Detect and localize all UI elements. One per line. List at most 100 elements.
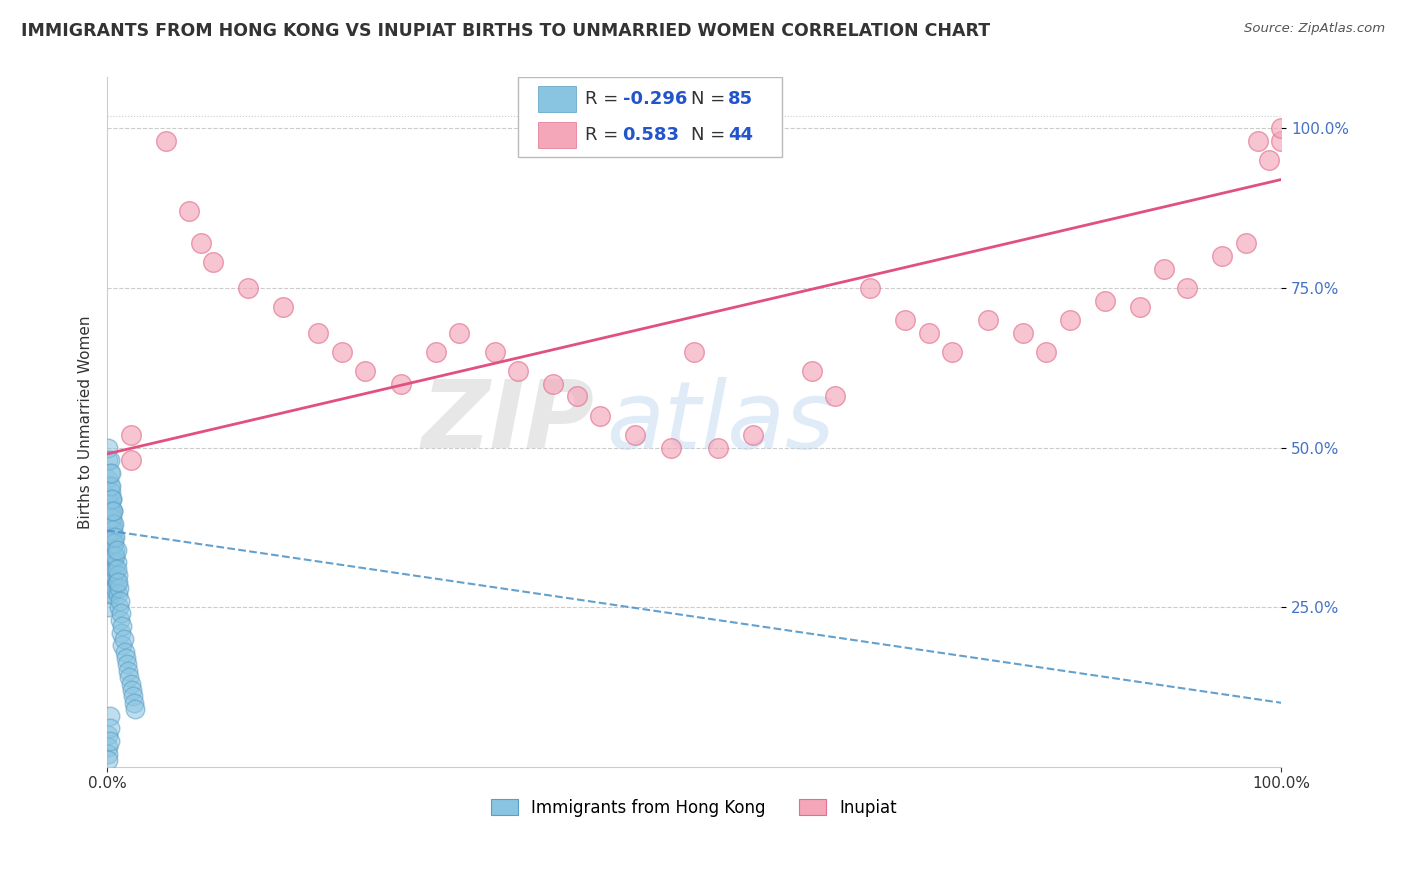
Point [179,204,201,219]
Point [101,504,124,518]
Point [506,364,529,378]
Point [98,734,121,748]
Point [271,300,294,314]
Point [236,281,259,295]
Point [115,651,138,665]
Point [112,632,135,646]
Text: R =: R = [585,126,630,145]
Point [624,427,647,442]
Point [101,549,124,563]
Text: 85: 85 [728,90,754,108]
Point [108,581,131,595]
Point [97,536,120,550]
Point [894,313,917,327]
Point [118,670,141,684]
Point [1175,281,1198,295]
Point [1270,134,1292,148]
Point [101,491,124,506]
Point [97,728,120,742]
Point [97,517,120,532]
Point [425,344,447,359]
Point [800,364,823,378]
Text: N =: N = [690,126,731,145]
Point [100,479,122,493]
Point [589,409,612,423]
Text: R =: R = [585,90,624,108]
Point [100,491,122,506]
Point [98,453,121,467]
Point [100,555,122,569]
Point [124,702,146,716]
Point [121,683,143,698]
Point [97,441,120,455]
Point [120,453,142,467]
Point [97,740,120,755]
Point [389,376,412,391]
Point [1258,153,1281,168]
Point [100,466,122,480]
Point [449,326,471,340]
Point [741,427,763,442]
Point [155,134,177,148]
Point [98,708,121,723]
Point [98,721,121,735]
Point [97,600,120,615]
Point [110,625,132,640]
Point [941,344,963,359]
Point [97,753,120,767]
Text: atlas: atlas [606,376,834,467]
Point [107,568,129,582]
Point [104,530,127,544]
Point [120,676,142,690]
Point [97,555,120,569]
Point [122,690,145,704]
Point [98,504,121,518]
FancyBboxPatch shape [517,78,782,157]
Point [103,517,125,532]
Point [859,281,882,295]
Point [105,555,128,569]
Point [101,530,124,544]
Point [98,542,121,557]
Point [541,376,564,391]
Point [824,389,846,403]
Point [1011,326,1033,340]
Point [103,530,125,544]
Point [98,479,121,493]
Point [190,236,212,251]
Point [97,581,120,595]
Point [976,313,998,327]
Point [1246,134,1268,148]
Point [103,536,125,550]
Point [565,389,588,403]
Point [108,593,131,607]
Point [104,549,127,563]
Point [100,581,122,595]
Point [107,574,129,589]
Legend: Immigrants from Hong Kong, Inupiat: Immigrants from Hong Kong, Inupiat [485,792,904,823]
Point [103,568,125,582]
Point [110,607,132,621]
Point [101,555,124,569]
Point [1270,121,1292,136]
Point [117,664,139,678]
Point [105,542,128,557]
Point [1211,249,1233,263]
Point [308,326,330,340]
Point [330,344,353,359]
Point [97,453,120,467]
Point [100,536,122,550]
Point [98,524,121,538]
Point [108,600,131,615]
Point [98,568,121,582]
Point [105,562,128,576]
Point [105,574,128,589]
Point [101,510,124,524]
Text: -0.296: -0.296 [623,90,688,108]
Point [98,587,121,601]
Point [683,344,706,359]
Text: ZIP: ZIP [422,376,595,468]
Point [101,491,124,506]
Point [100,504,122,518]
Point [104,542,127,557]
